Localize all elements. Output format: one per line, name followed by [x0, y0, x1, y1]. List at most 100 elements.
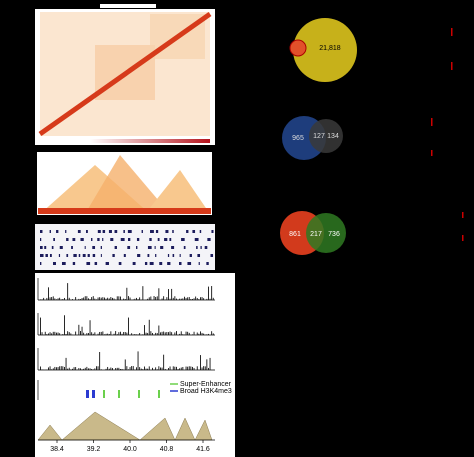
- signal-bar: [163, 296, 165, 300]
- gene: [127, 230, 132, 233]
- gene: [123, 230, 125, 233]
- gene: [136, 246, 138, 249]
- signal-bar: [80, 368, 81, 370]
- signal-bar: [110, 367, 112, 370]
- signal-bar: [190, 298, 192, 300]
- signal-bar: [105, 333, 107, 335]
- mark: [462, 235, 464, 241]
- gene: [149, 262, 154, 265]
- signal-bar: [160, 367, 161, 370]
- signal-bar: [161, 298, 163, 300]
- signal-bar: [187, 366, 189, 370]
- gene: [132, 262, 136, 265]
- heatmap-label-box: [100, 4, 156, 8]
- signal-bar: [147, 368, 149, 370]
- gene: [73, 254, 77, 257]
- gene: [58, 254, 61, 257]
- signal-bar: [91, 297, 93, 300]
- signal-bar: [206, 359, 208, 370]
- gene: [194, 238, 199, 241]
- signal-bar: [144, 325, 145, 335]
- signal-bar: [174, 366, 176, 370]
- signal-bar: [94, 368, 96, 370]
- signal-bar: [89, 368, 91, 370]
- signal-bar: [209, 298, 211, 300]
- signal-bar: [164, 332, 166, 335]
- hic-diagonal: [38, 11, 212, 137]
- signal-bar: [108, 298, 110, 300]
- signal-bar: [208, 286, 209, 300]
- signal-bar: [203, 333, 205, 335]
- signal-bar: [185, 331, 187, 335]
- signal-bar: [200, 297, 201, 300]
- tracks: [37, 278, 215, 371]
- signal-bar: [177, 369, 179, 370]
- signal-bar: [158, 288, 160, 300]
- insulation-track: [37, 411, 213, 441]
- se-peak: [138, 390, 140, 398]
- gene: [120, 238, 125, 241]
- signal-bar: [123, 331, 125, 335]
- signal-bar: [112, 297, 113, 300]
- signal-bar: [204, 366, 206, 370]
- signal-bar: [40, 299, 41, 300]
- gene: [80, 238, 84, 241]
- x-tick-label: 40.0: [123, 446, 137, 453]
- gene: [172, 230, 174, 233]
- venn-circle: [306, 213, 346, 253]
- gene: [110, 238, 114, 241]
- signal-bar: [200, 331, 201, 335]
- signal-bar: [144, 366, 145, 370]
- gene: [187, 262, 192, 265]
- signal-bar: [54, 331, 56, 335]
- signal-bar: [100, 369, 102, 370]
- signal-bar: [54, 366, 56, 370]
- signal-bar: [128, 369, 129, 370]
- signal-bar: [134, 298, 136, 300]
- signal-bar: [137, 351, 139, 370]
- signal-bar: [209, 357, 211, 370]
- signal-bar: [41, 332, 43, 335]
- signal-bar: [112, 368, 113, 370]
- signal-bar: [150, 296, 152, 300]
- signal-bar: [40, 366, 41, 370]
- signal-bar: [193, 331, 195, 335]
- signal-bar: [182, 334, 184, 335]
- mark: [462, 212, 464, 218]
- signal-bar: [164, 299, 166, 300]
- signal-bar: [65, 357, 67, 370]
- gene: [169, 238, 172, 241]
- legend-label: Broad H3K4me3: [180, 388, 232, 395]
- signal-bar: [110, 297, 112, 300]
- gene: [199, 230, 202, 233]
- signal-bar: [49, 366, 51, 370]
- signal-bar: [212, 297, 214, 300]
- gene: [61, 262, 66, 265]
- venn-circle: [293, 18, 357, 82]
- signal-bar: [142, 334, 144, 335]
- signal-bar: [169, 298, 171, 300]
- venn-label: 965: [292, 135, 304, 142]
- signal-bar: [64, 315, 65, 335]
- signal-bar: [59, 333, 61, 335]
- venn-circle: [309, 119, 343, 153]
- signal-bar: [96, 299, 97, 300]
- signal-bar: [73, 367, 75, 370]
- gene: [44, 246, 47, 249]
- gene: [102, 238, 104, 241]
- gene: [123, 254, 126, 257]
- signal-bar: [68, 332, 70, 335]
- signal-bar: [200, 355, 201, 370]
- signal-bar: [102, 331, 104, 335]
- genes: [40, 230, 214, 265]
- signal-bar: [203, 366, 205, 370]
- signal-bar: [196, 332, 198, 335]
- signal-bar: [94, 332, 96, 335]
- gene: [207, 238, 211, 241]
- signal-bar: [208, 367, 209, 370]
- gene: [114, 230, 118, 233]
- signal-bar: [92, 333, 94, 335]
- gene: [159, 262, 163, 265]
- signal-bar: [179, 333, 181, 335]
- signal-bar: [51, 369, 53, 370]
